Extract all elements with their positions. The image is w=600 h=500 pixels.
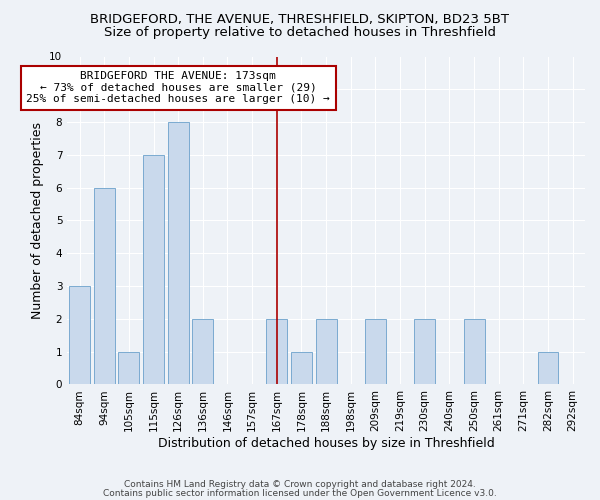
Bar — [118, 352, 139, 384]
Bar — [414, 319, 435, 384]
Text: BRIDGEFORD THE AVENUE: 173sqm
← 73% of detached houses are smaller (29)
25% of s: BRIDGEFORD THE AVENUE: 173sqm ← 73% of d… — [26, 72, 330, 104]
Bar — [193, 319, 214, 384]
Bar — [168, 122, 188, 384]
Bar — [266, 319, 287, 384]
Bar — [464, 319, 485, 384]
Bar — [143, 155, 164, 384]
Text: BRIDGEFORD, THE AVENUE, THRESHFIELD, SKIPTON, BD23 5BT: BRIDGEFORD, THE AVENUE, THRESHFIELD, SKI… — [91, 12, 509, 26]
Text: Contains HM Land Registry data © Crown copyright and database right 2024.: Contains HM Land Registry data © Crown c… — [124, 480, 476, 489]
Bar — [94, 188, 115, 384]
Bar — [365, 319, 386, 384]
Y-axis label: Number of detached properties: Number of detached properties — [31, 122, 44, 319]
Bar — [69, 286, 90, 384]
Bar — [291, 352, 312, 384]
Text: Size of property relative to detached houses in Threshfield: Size of property relative to detached ho… — [104, 26, 496, 39]
Bar — [538, 352, 559, 384]
X-axis label: Distribution of detached houses by size in Threshfield: Distribution of detached houses by size … — [158, 437, 494, 450]
Bar — [316, 319, 337, 384]
Text: Contains public sector information licensed under the Open Government Licence v3: Contains public sector information licen… — [103, 488, 497, 498]
